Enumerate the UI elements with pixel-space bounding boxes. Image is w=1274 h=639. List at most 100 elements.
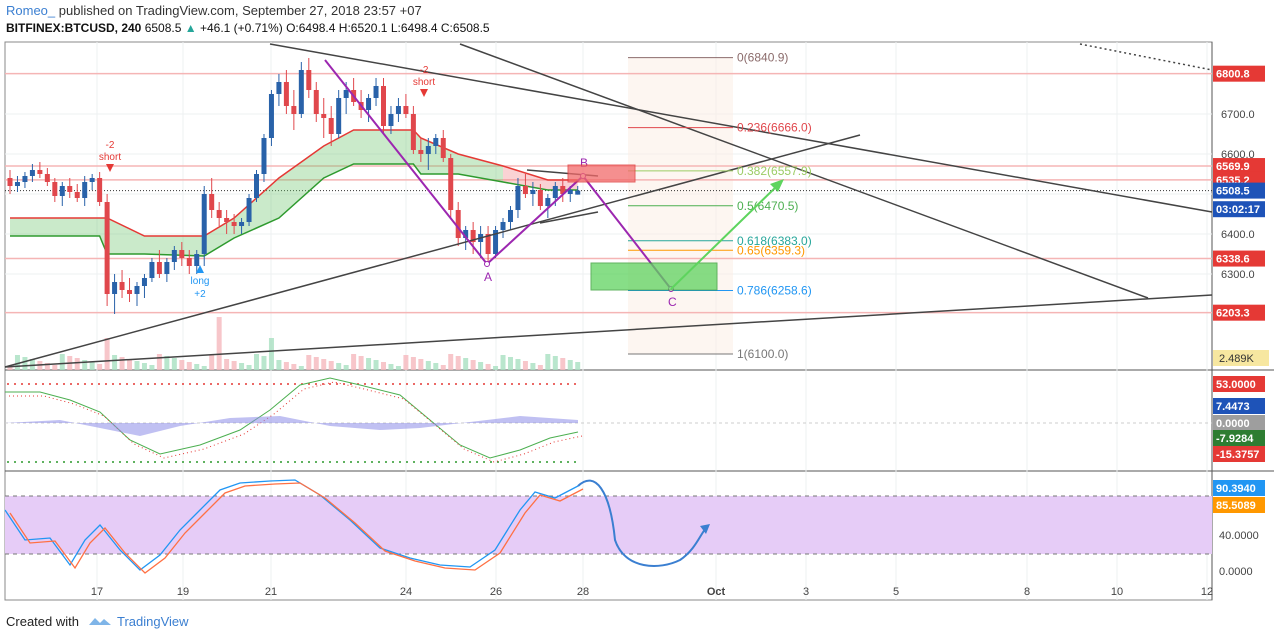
candle-body (530, 190, 536, 194)
candle-body (82, 182, 88, 198)
trendline (1079, 43, 1213, 71)
abc-pattern[interactable]: A B C (324, 59, 784, 309)
signal-dot (448, 383, 450, 385)
signal-dot (91, 461, 93, 463)
volume-bar (366, 358, 372, 370)
candle-body (194, 254, 200, 266)
candle-body (463, 230, 469, 238)
candle-body (216, 210, 222, 218)
volume-bar (306, 355, 312, 370)
price-badge (1213, 158, 1265, 175)
signal-dot (574, 461, 576, 463)
fib-level-label: 0.786(6258.6) (737, 284, 812, 298)
volume-bar (44, 363, 50, 370)
price-badge-text: 6338.6 (1216, 254, 1250, 266)
volume-bar (201, 366, 207, 370)
signal-dot (490, 461, 492, 463)
signal-text: long (191, 276, 210, 287)
candle-body (186, 258, 192, 266)
signal-dot (203, 383, 205, 385)
volume-bar (254, 354, 260, 370)
signal-dot (105, 383, 107, 385)
volume-bar (261, 356, 267, 370)
candle-body (410, 114, 416, 150)
signal-dot (441, 383, 443, 385)
ind1-badge-text: -15.3757 (1216, 449, 1259, 461)
candle-body (254, 174, 260, 198)
ind1-badge-text: 7.4473 (1216, 401, 1250, 413)
signal-dot (378, 383, 380, 385)
author-link[interactable]: Romeo_ (6, 3, 56, 18)
signal-dot (399, 461, 401, 463)
candle-body (507, 210, 513, 222)
signal-dot (210, 383, 212, 385)
time-tick: 17 (91, 586, 103, 598)
signal-dot (553, 461, 555, 463)
volume-bar (231, 361, 237, 370)
volume-bar (537, 365, 543, 370)
cloud-lower-line (10, 163, 578, 257)
price-badge (1213, 201, 1265, 218)
volume-bar (97, 364, 103, 370)
ind2-tick: 0.0000 (1219, 566, 1253, 578)
candle-body (149, 262, 155, 278)
pattern-line (324, 59, 672, 290)
chart-canvas[interactable]: 0(6840.9) 0.236(6666.0) 0.382(6557.9) 0.5(6… (0, 40, 1274, 604)
signal-dot (147, 461, 149, 463)
signal-text: -2 (106, 140, 115, 151)
signal-dot (539, 461, 541, 463)
candle-body (224, 218, 230, 222)
signal-dot (266, 383, 268, 385)
volume-bar (433, 363, 439, 370)
trendline (4, 134, 861, 368)
signal-dot (350, 461, 352, 463)
volume-bar (14, 355, 20, 370)
volume-bar (530, 363, 536, 370)
signal-dot (63, 383, 65, 385)
volume-bar (515, 359, 521, 370)
target-zone-green (590, 262, 718, 291)
signal-dot (126, 383, 128, 385)
fib-level-label: 0.382(6557.9) (737, 164, 812, 178)
high-label: H: (338, 21, 351, 35)
candle-body (545, 198, 551, 206)
signal-dot (42, 461, 44, 463)
signal-dot (364, 383, 366, 385)
candle-body (575, 190, 581, 195)
volume-bars (7, 317, 581, 370)
price-tick: 6300.0 (1221, 269, 1255, 281)
candle-body (239, 222, 245, 226)
time-axis[interactable]: 17 19 21 24 26 28 Oct 3 5 8 10 12 (91, 586, 1213, 598)
price-badge (1213, 65, 1265, 82)
signal-dot (28, 461, 30, 463)
signal-dot (336, 461, 338, 463)
cloud-green (10, 130, 504, 256)
trendline (459, 43, 1149, 299)
tradingview-link[interactable]: TradingView (117, 614, 189, 629)
price-change: +46.1 (+0.71%) (199, 21, 283, 35)
indicator-pane-1 (5, 377, 1212, 463)
volume-bar (560, 358, 566, 370)
publish-line: Romeo_ published on TradingView.com, Sep… (6, 3, 422, 18)
volume-bar (410, 357, 416, 370)
candle-body (515, 186, 521, 210)
signal-dot (385, 383, 387, 385)
candle-body (336, 98, 342, 134)
signal-text: +2 (194, 289, 206, 300)
volume-bar (74, 358, 80, 370)
price-axis[interactable]: 6700.06600.06500.06400.06300.06800.86569… (1213, 65, 1269, 578)
signal-dot (182, 461, 184, 463)
signal-dot (476, 461, 478, 463)
signal-dot (7, 383, 9, 385)
signal-dot (357, 461, 359, 463)
volume-bar (455, 356, 461, 370)
signal-dot (294, 461, 296, 463)
candle-body (104, 202, 110, 294)
signal-dot (287, 383, 289, 385)
signal-dot (84, 383, 86, 385)
trendlines[interactable] (4, 43, 1213, 368)
signal-dot (98, 383, 100, 385)
volume-bar (224, 359, 230, 370)
signal-dot (77, 383, 79, 385)
